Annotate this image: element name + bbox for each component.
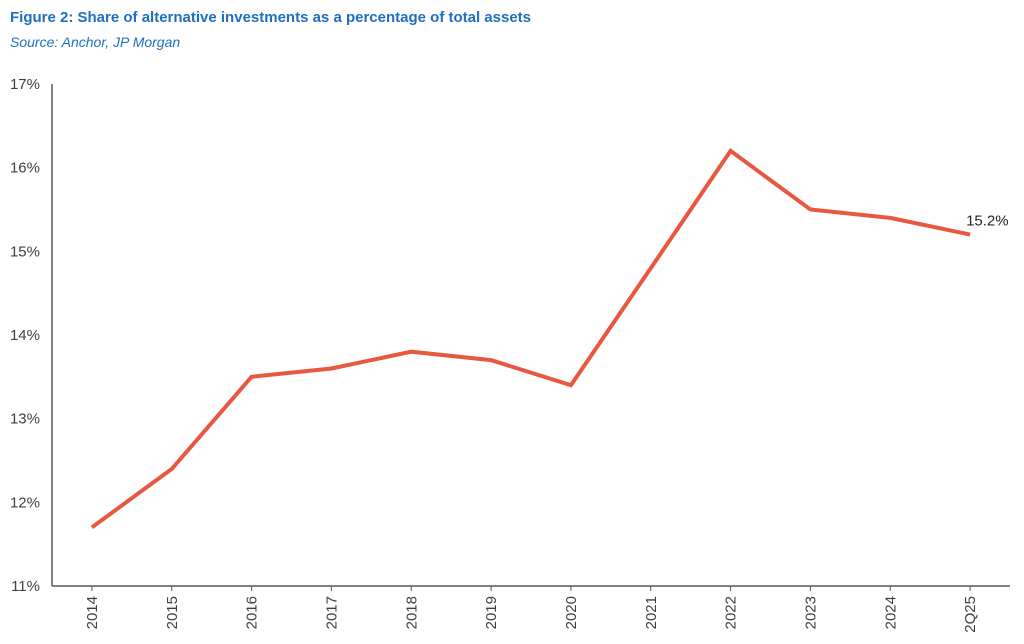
y-tick-label: 16% xyxy=(10,160,40,177)
x-tick-label: 2018 xyxy=(403,596,420,629)
x-tick-label: 2020 xyxy=(563,596,580,629)
data-label: 15.2% xyxy=(966,213,1009,230)
x-tick-label: 2016 xyxy=(244,596,261,629)
y-tick-label: 11% xyxy=(11,578,40,595)
x-tick-label: 2024 xyxy=(882,596,899,629)
x-tick-label: 2022 xyxy=(723,596,740,629)
x-tick-label: 2017 xyxy=(323,596,340,629)
x-tick-label: 2015 xyxy=(164,596,181,629)
y-tick-label: 12% xyxy=(10,494,40,511)
chart-title: Figure 2: Share of alternative investmen… xyxy=(10,9,532,26)
x-tick-label: 2023 xyxy=(802,596,819,629)
series-line xyxy=(90,148,971,530)
y-tick-label: 13% xyxy=(10,411,40,428)
chart-subtitle: Source: Anchor, JP Morgan xyxy=(10,34,181,50)
y-tick-label: 17% xyxy=(10,76,40,93)
x-tick-label: 2Q25 xyxy=(962,596,979,633)
x-tick-label: 2019 xyxy=(483,596,500,629)
y-tick-label: 15% xyxy=(10,243,40,260)
x-tick-label: 2014 xyxy=(84,596,101,629)
x-tick-label: 2021 xyxy=(643,596,660,629)
y-tick-label: 14% xyxy=(10,327,40,344)
